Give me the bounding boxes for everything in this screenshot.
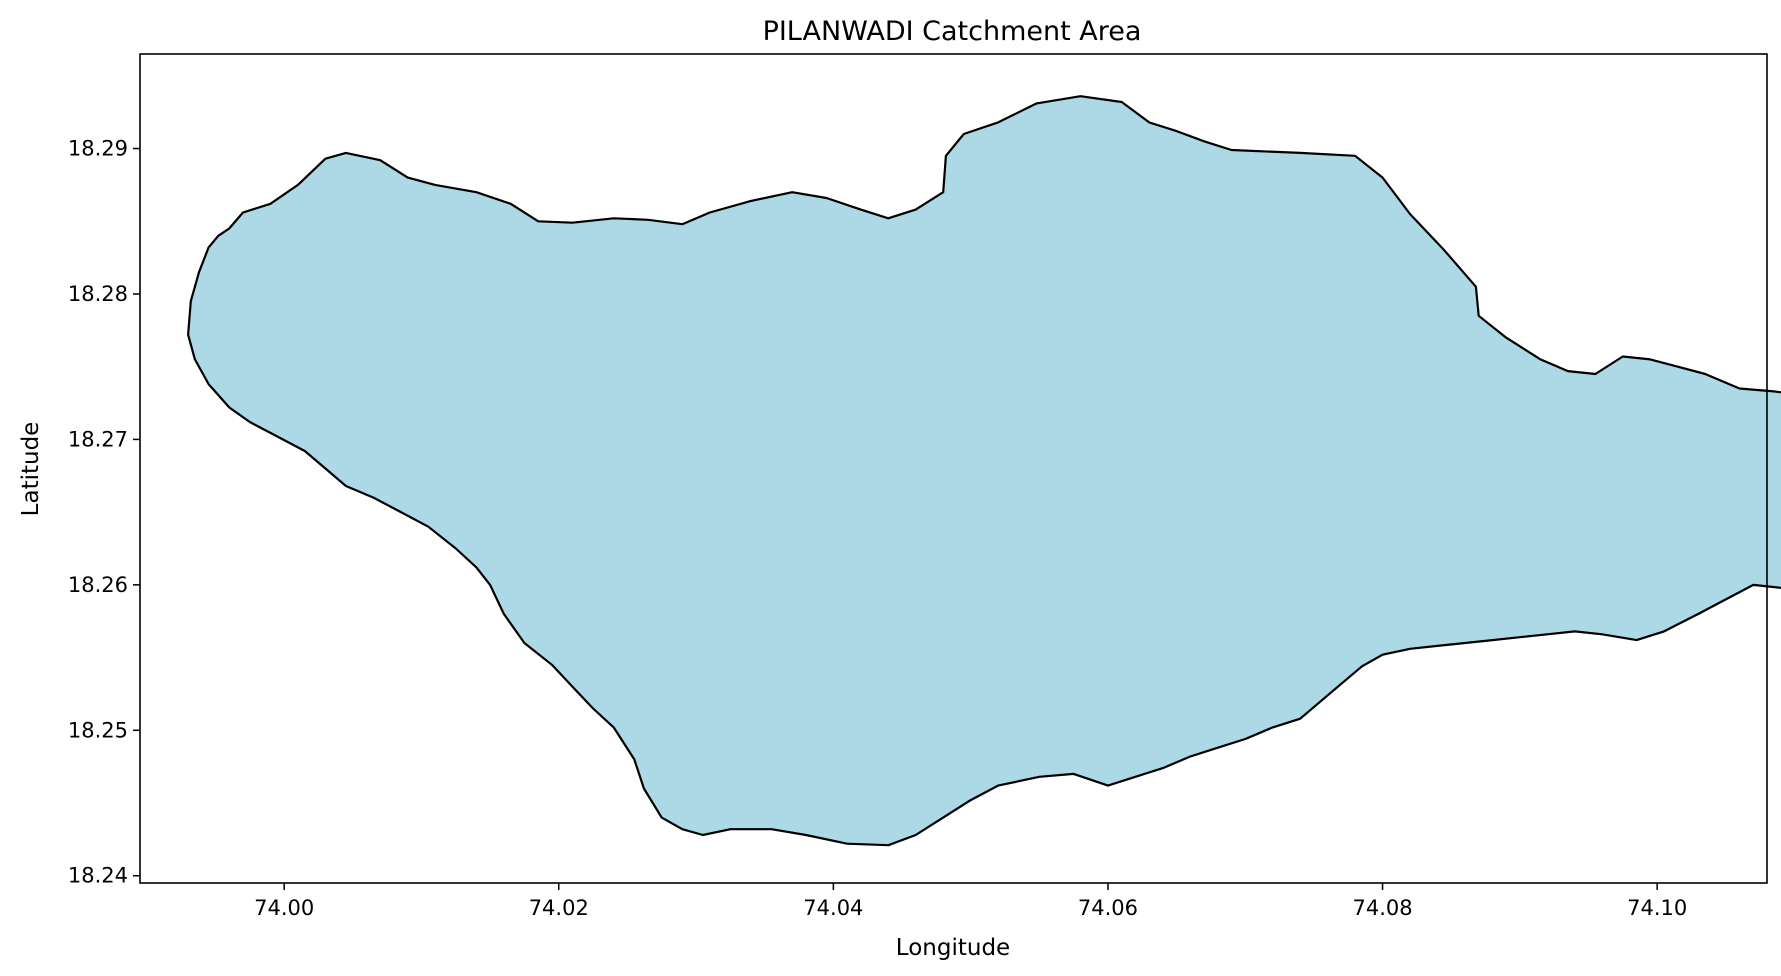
x-tick-label: 74.02 [529,896,589,920]
x-tick-label: 74.10 [1627,896,1687,920]
y-tick-label: 18.28 [68,282,128,306]
plot-area [139,53,1781,884]
x-tick-label: 74.00 [254,896,314,920]
y-tick-label: 18.26 [68,573,128,597]
plot-frame [139,53,1768,884]
y-tick-label: 18.29 [68,137,128,161]
y-tick-label: 18.27 [68,427,128,451]
x-tick-label: 74.08 [1352,896,1412,920]
y-axis-label: Latitude [18,422,44,517]
catchment-boundary-polygon [187,95,1781,847]
y-tick-label: 18.25 [68,718,128,742]
y-axis-ticks: 18.24 18.25 18.26 18.27 18.28 18.29 [68,137,140,888]
x-axis-label: Longitude [896,935,1010,961]
x-tick-label: 74.06 [1078,896,1138,920]
map-title: PILANWADI Catchment Area [763,16,1142,47]
y-tick-label: 18.24 [68,864,128,888]
x-tick-label: 74.04 [803,896,863,920]
x-axis-ticks: 74.00 74.02 74.04 74.06 74.08 74.10 [254,883,1687,920]
